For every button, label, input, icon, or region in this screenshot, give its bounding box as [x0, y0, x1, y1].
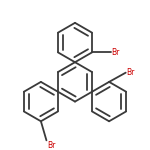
Text: Br: Br: [47, 141, 56, 150]
Text: Br: Br: [126, 68, 135, 77]
Text: Br: Br: [112, 48, 120, 57]
